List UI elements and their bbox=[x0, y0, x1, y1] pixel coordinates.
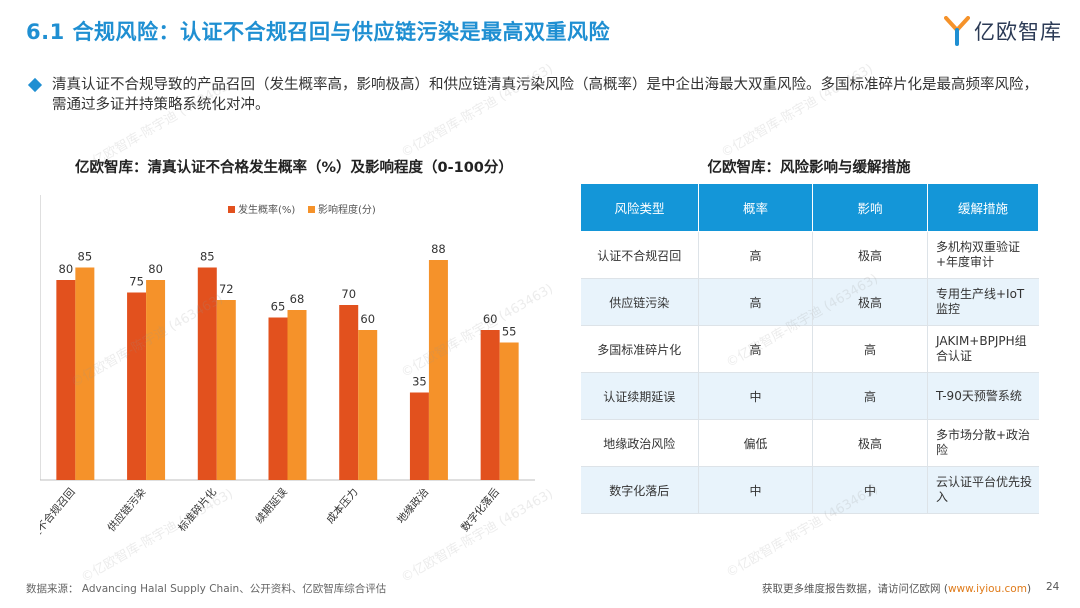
chart-title: 亿欧智库：清真认证不合格发生概率（%）及影响程度（0-100分） bbox=[75, 160, 513, 176]
cell-probability: 高 bbox=[698, 325, 813, 373]
data-label: 80 bbox=[148, 262, 163, 276]
summary-text: 清真认证不合规导致的产品召回（发生概率高，影响极高）和供应链清真污染风险（高概率… bbox=[52, 77, 1038, 113]
bar bbox=[409, 392, 429, 480]
cell-impact: 中 bbox=[812, 466, 928, 514]
data-label: 60 bbox=[483, 312, 498, 326]
x-tick-label: 续期延误 bbox=[253, 485, 290, 526]
data-label: 85 bbox=[200, 250, 215, 264]
bar bbox=[197, 267, 217, 480]
header-risk-type: 风险类型 bbox=[580, 183, 699, 232]
x-tick-label: 标准碎片化 bbox=[175, 485, 219, 534]
cell-probability: 高 bbox=[698, 231, 813, 279]
data-label: 70 bbox=[341, 287, 356, 301]
cell-risk-type: 供应链污染 bbox=[580, 278, 699, 326]
table-row: 地缘政治风险 偏低 极高 多市场分散+政治险 bbox=[580, 419, 1039, 467]
footer-more-suffix: ) bbox=[1026, 583, 1032, 595]
cell-probability: 高 bbox=[698, 278, 813, 326]
summary-bullet: 清真认证不合规导致的产品召回（发生概率高，影响极高）和供应链清真污染风险（高概率… bbox=[27, 75, 1050, 115]
table-row: 供应链污染 高 极高 专用生产线+IoT监控 bbox=[580, 278, 1039, 326]
header-mitigation: 缓解措施 bbox=[927, 183, 1039, 232]
table-row: 多国标准碎片化 高 高 JAKIM+BPJPH组合认证 bbox=[580, 325, 1039, 373]
data-label: 72 bbox=[219, 282, 234, 296]
footer-website-link[interactable]: www.iyiou.com bbox=[947, 583, 1027, 595]
legend-swatch bbox=[308, 206, 315, 213]
x-tick-label: 数字化落后 bbox=[458, 486, 502, 535]
footer-more-info: 获取更多维度报告数据，请访问亿欧网 (www.iyiou.com) bbox=[762, 581, 1031, 596]
bar bbox=[480, 330, 500, 480]
cell-mitigation: JAKIM+BPJPH组合认证 bbox=[927, 325, 1039, 373]
cell-probability: 偏低 bbox=[698, 419, 813, 467]
data-label: 80 bbox=[59, 262, 74, 276]
header-probability: 概率 bbox=[698, 183, 813, 232]
data-label: 60 bbox=[360, 312, 375, 326]
x-tick-label: 供应链污染 bbox=[105, 485, 149, 534]
data-label: 75 bbox=[129, 275, 144, 289]
table-row: 认证不合规召回 高 极高 多机构双重验证+年度审计 bbox=[580, 231, 1039, 279]
table-title: 亿欧智库：风险影响与缓解措施 bbox=[707, 160, 911, 176]
data-label: 85 bbox=[78, 250, 93, 264]
cell-impact: 极高 bbox=[812, 231, 928, 279]
data-label: 68 bbox=[290, 292, 305, 306]
risk-table: 风险类型 概率 影响 缓解措施 认证不合规召回 高 极高 多机构双重验证+年度审… bbox=[580, 183, 1039, 514]
legend-label: 影响程度(分) bbox=[318, 203, 376, 216]
footer-source: 数据来源： Advancing Halal Supply Chain、公开资料、… bbox=[26, 583, 387, 595]
cell-risk-type: 认证不合规召回 bbox=[580, 231, 699, 279]
cell-mitigation: T-90天预警系统 bbox=[927, 372, 1039, 420]
cell-mitigation: 专用生产线+IoT监控 bbox=[927, 278, 1039, 326]
yiou-logo-icon bbox=[944, 16, 970, 46]
logo-text: 亿欧智库 bbox=[974, 20, 1062, 44]
legend-swatch bbox=[228, 206, 235, 213]
cell-impact: 极高 bbox=[812, 419, 928, 467]
diamond-bullet-icon bbox=[27, 77, 43, 93]
footer-more-prefix: 获取更多维度报告数据，请访问亿欧网 ( bbox=[762, 583, 948, 595]
bar-chart: 发生概率(%) 影响程度(分) 80 85 认证不合规召回 75 80 供应链污染 85 72 标准… bbox=[40, 195, 535, 551]
cell-probability: 中 bbox=[698, 466, 813, 514]
bar bbox=[127, 292, 147, 480]
bar bbox=[339, 305, 359, 480]
header-impact: 影响 bbox=[812, 183, 928, 232]
bar bbox=[146, 280, 166, 480]
bar bbox=[358, 330, 378, 480]
cell-impact: 极高 bbox=[812, 278, 928, 326]
bar bbox=[428, 260, 448, 480]
data-label: 35 bbox=[412, 375, 427, 389]
cell-risk-type: 多国标准碎片化 bbox=[580, 325, 699, 373]
bar bbox=[56, 280, 76, 480]
bar bbox=[287, 310, 307, 480]
data-label: 55 bbox=[502, 325, 517, 339]
legend-label: 发生概率(%) bbox=[238, 203, 295, 216]
cell-risk-type: 认证续期延误 bbox=[580, 372, 699, 420]
page-title: 6.1 合规风险：认证不合规召回与供应链污染是最高双重风险 bbox=[26, 20, 611, 44]
cell-mitigation: 多市场分散+政治险 bbox=[927, 419, 1039, 467]
table-row: 数字化落后 中 中 云认证平台优先投入 bbox=[580, 466, 1039, 514]
x-tick-label: 成本压力 bbox=[324, 486, 361, 527]
data-label: 65 bbox=[271, 300, 286, 314]
x-tick-label: 地缘政治 bbox=[394, 486, 431, 527]
bar bbox=[75, 267, 95, 480]
yiou-logo: 亿欧智库 bbox=[944, 14, 1062, 48]
bar bbox=[268, 317, 288, 480]
cell-risk-type: 地缘政治风险 bbox=[580, 419, 699, 467]
cell-risk-type: 数字化落后 bbox=[580, 466, 699, 514]
cell-mitigation: 云认证平台优先投入 bbox=[927, 466, 1039, 514]
cell-mitigation: 多机构双重验证+年度审计 bbox=[927, 231, 1039, 279]
table-row: 认证续期延误 中 高 T-90天预警系统 bbox=[580, 372, 1039, 420]
page-number: 24 bbox=[1046, 581, 1060, 593]
x-tick-label: 认证不合规召回 bbox=[40, 486, 78, 551]
bar bbox=[499, 342, 519, 480]
cell-probability: 中 bbox=[698, 372, 813, 420]
data-label: 88 bbox=[431, 242, 446, 256]
table-header-row: 风险类型 概率 影响 缓解措施 bbox=[580, 183, 1039, 232]
cell-impact: 高 bbox=[812, 325, 928, 373]
bar bbox=[216, 300, 236, 480]
cell-impact: 高 bbox=[812, 372, 928, 420]
